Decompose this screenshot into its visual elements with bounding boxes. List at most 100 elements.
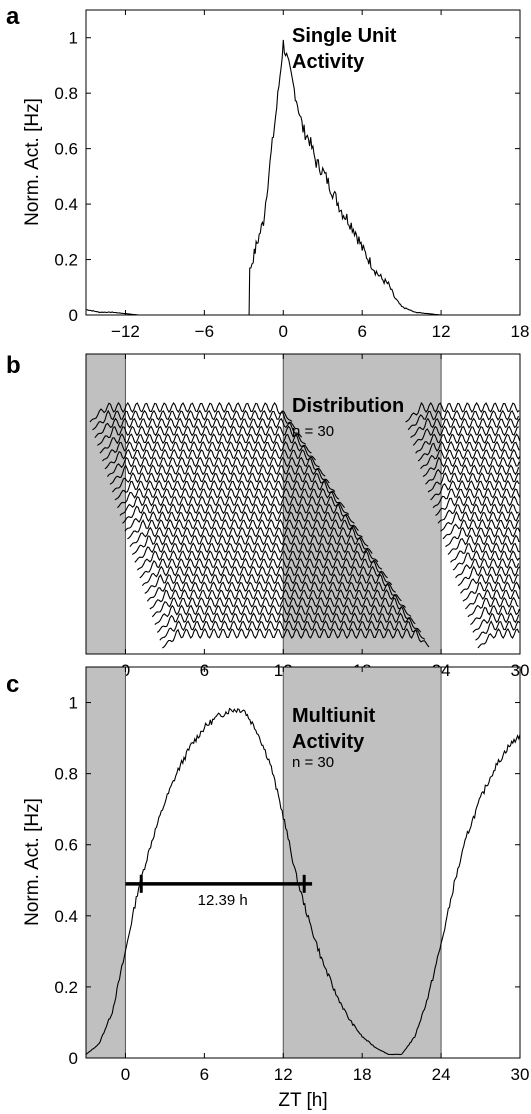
panel-c-x-tick-label: 24 (432, 1065, 451, 1084)
panel-b-dark-period (283, 354, 442, 654)
panel-b-unit-trace (131, 534, 373, 555)
panel-a-y-tick-label: 0.6 (54, 140, 78, 159)
panel-b-dark-period (86, 354, 126, 654)
panel-b-unit-trace (97, 425, 307, 446)
panel-c-ticks: 0 6 12 18 24 30 0 0.2 0.4 0.6 0.8 1 (54, 667, 529, 1084)
panel-c-plot-area (85, 666, 521, 1059)
panel-b-unit-trace (442, 518, 520, 540)
panel-b-unit-trace (457, 565, 520, 587)
panel-b-unit-trace (92, 409, 297, 431)
panel-b-unit-trace (452, 550, 520, 571)
panel-a-annotation-line2: Activity (292, 51, 365, 73)
panel-b-unit-trace (119, 495, 350, 516)
panel-b-unit-trace (475, 620, 520, 641)
panel-c-annotation-line1: Multiunit (292, 705, 376, 727)
panel-c-width-bar (125, 874, 313, 893)
panel-c-x-tick-label: 12 (274, 1065, 293, 1084)
panel-b-unit-trace (114, 479, 340, 501)
panel-b-unit-trace (412, 425, 519, 446)
panel-b-annotation-title: Distribution (292, 395, 404, 417)
panel-c-y-tick-label: 1 (69, 694, 78, 713)
panel-a-annotation-line1: Single Unit (292, 25, 397, 47)
panel-b-unit-trace (427, 472, 520, 493)
panel-b-unit-trace (450, 542, 520, 563)
panel-b-unit-trace (156, 612, 422, 633)
panel-b-unit-trace (129, 526, 369, 548)
panel-a-x-tick-label: 0 (279, 322, 288, 341)
panel-b-unit-trace (151, 596, 412, 618)
panel-b-dark-periods (85, 354, 442, 654)
panel-a-y-tick-label: 0.2 (54, 251, 78, 270)
panel-b-unit-trace (144, 573, 396, 594)
panel-b-unit-trace (460, 573, 519, 594)
panel-a-series-line (85, 39, 455, 316)
panel-c-x-axis-label: ZT [h] (278, 1090, 327, 1111)
panel-b-unit-trace (405, 401, 520, 423)
panel-b-unit-trace (124, 511, 359, 532)
panel-c-dark-period (86, 667, 126, 1058)
panel-b-unit-trace (127, 518, 363, 540)
panel-a-x-tick-label: −6 (195, 322, 214, 341)
panel-b-unit-trace (437, 503, 519, 524)
panel-a-y-tick-label: 0.8 (54, 84, 78, 103)
panel-b-unit-trace (445, 526, 521, 548)
panel-a-y-tick-label: 0 (69, 306, 78, 325)
panel-c-letter: c (6, 671, 19, 698)
panel-b-unit-trace (467, 596, 519, 618)
panel-b-unit-trace (477, 627, 520, 649)
panel-b-unit-trace (134, 542, 379, 563)
panel-b-annotation-n: n = 30 (292, 423, 334, 440)
panel-a-x-tick-label: 6 (357, 322, 366, 341)
panel-b-unit-trace (435, 495, 520, 516)
panel-b-unit-trace (102, 441, 316, 462)
panel-b-unit-trace (432, 487, 521, 509)
panel-b-unit-trace (455, 557, 520, 579)
panel-a-y-tick-label: 1 (69, 29, 78, 48)
panel-c-y-tick-label: 0.8 (54, 765, 78, 784)
panel-b-unit-trace (106, 456, 326, 477)
panel-c-y-tick-label: 0.2 (54, 978, 78, 997)
panel-c-y-tick-label: 0 (69, 1049, 78, 1068)
panel-b-unit-trace (136, 550, 383, 571)
panel-b-unit-trace (410, 417, 520, 439)
panel-b-unit-trace (111, 472, 336, 493)
panel-b-letter: b (6, 352, 21, 379)
panel-b-unit-trace (447, 534, 520, 555)
panel-b-unit-trace (407, 409, 520, 431)
panel-b-unit-trace (146, 581, 402, 602)
panel-c-y-tick-label: 0.4 (54, 907, 78, 926)
panel-b-unit-trace (162, 628, 430, 649)
panel-a-y-axis-label: Norm. Act. [Hz] (22, 98, 43, 226)
panel-b-unit-trace (470, 604, 520, 626)
panel-b-unit-trace (430, 479, 520, 501)
panel-b-unit-trace (422, 456, 520, 478)
panel-c-x-tick-label: 0 (121, 1065, 130, 1084)
panel-c-annotation-line2: Activity (292, 731, 365, 753)
panel-b-unit-trace (417, 441, 520, 462)
panel-b-plot-area (85, 353, 521, 655)
panel-c-width-bar-label: 12.39 h (198, 892, 248, 909)
panel-b-unit-trace (440, 510, 520, 532)
panel-c-annotation-n: n = 30 (292, 754, 334, 771)
panel-b-unit-trace (122, 503, 355, 524)
panel-b-unit-trace (154, 604, 416, 626)
panel-c-series-line (85, 707, 521, 1056)
panel-b-unit-trace (99, 433, 312, 454)
panel-a-plot-area (85, 9, 521, 316)
panel-b-unit-trace (117, 487, 346, 509)
panel-b-unit-trace (141, 565, 393, 587)
panel-b-unit-trace (462, 581, 521, 602)
panel-b-unit-traces (89, 401, 521, 649)
panel-c-y-axis-label: Norm. Act. [Hz] (22, 798, 43, 926)
panel-b-unit-trace (139, 557, 388, 579)
panel-c-dark-periods (85, 667, 442, 1058)
panel-b-unit-trace (104, 448, 320, 470)
panel-a-x-tick-label: −12 (111, 322, 140, 341)
panel-c-dark-period (283, 667, 442, 1058)
panel-b-unit-trace (465, 588, 520, 610)
panel-a-x-tick-label: 18 (511, 322, 530, 341)
panel-a-ticks: −12 −6 0 6 12 18 0 0.2 0.4 0.6 0.8 1 (54, 10, 529, 341)
